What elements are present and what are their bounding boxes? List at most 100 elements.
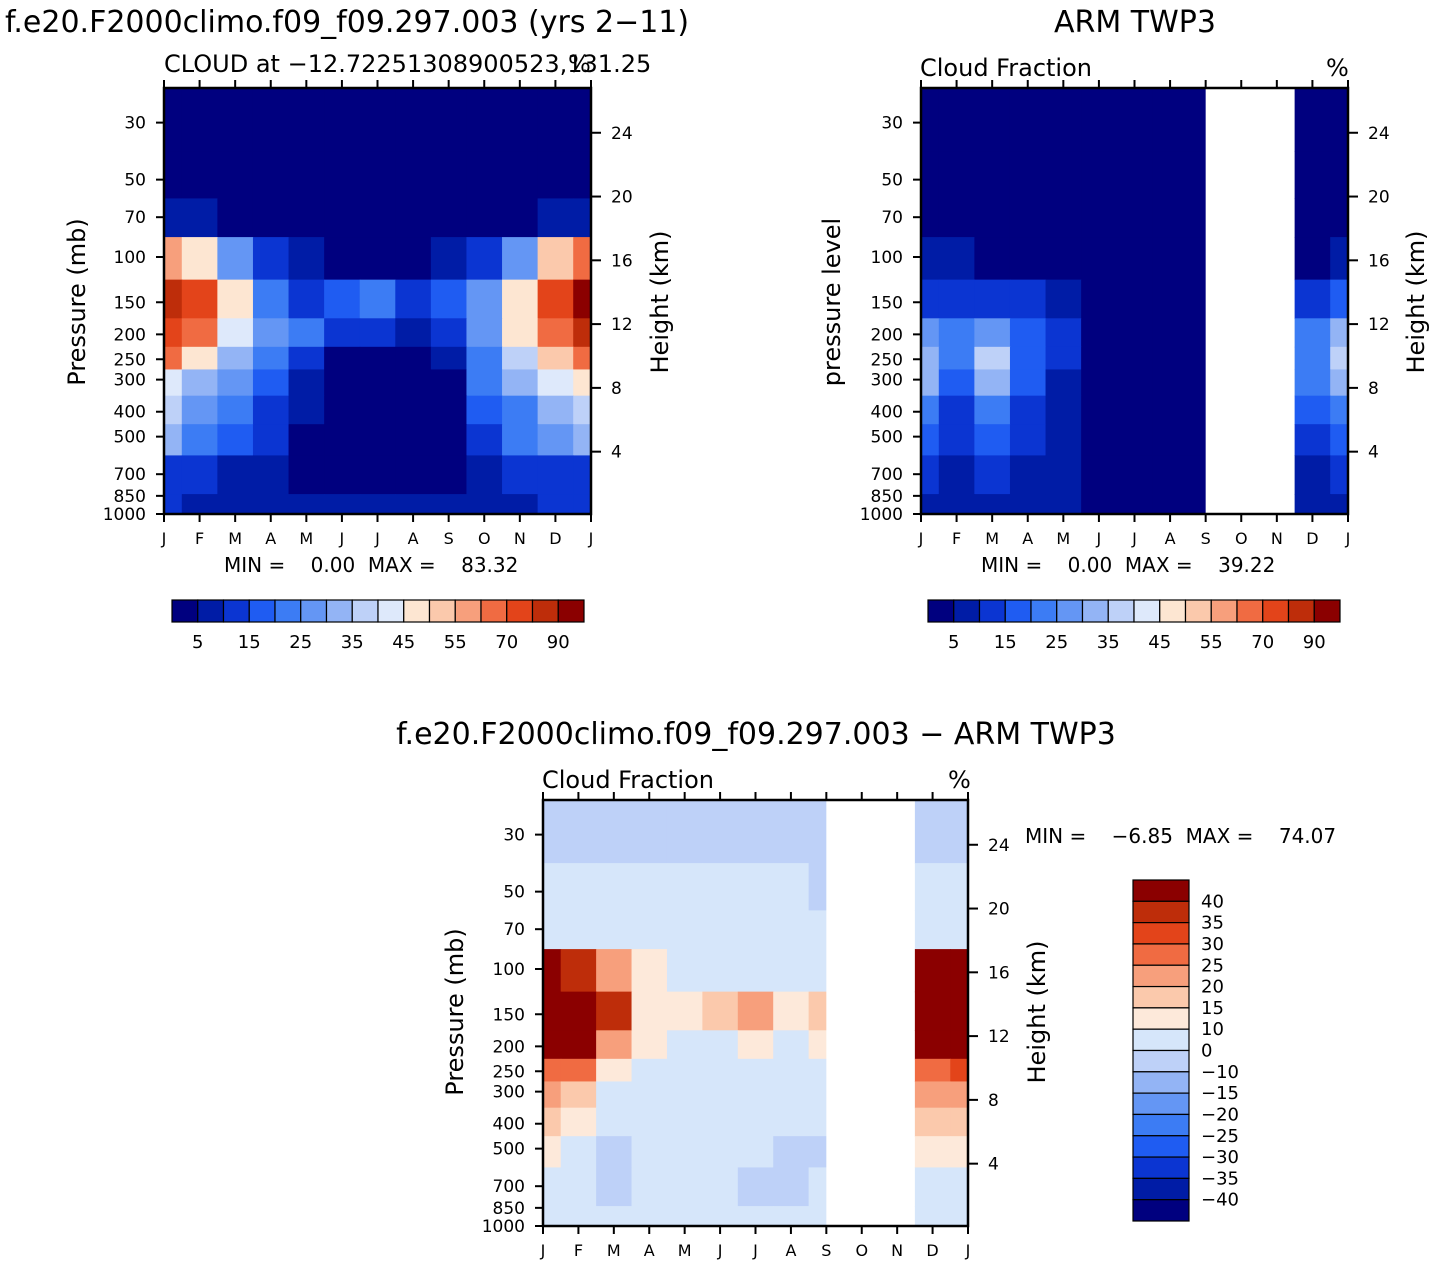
heatmap-cell <box>560 863 597 912</box>
heatmap-cell <box>974 279 1011 319</box>
heatmap-cell <box>164 424 183 457</box>
x-tick-label: M <box>607 1241 621 1260</box>
heatmap-cell <box>543 1030 562 1060</box>
heatmap-cell <box>324 318 361 348</box>
heatmap-cell <box>1045 318 1082 348</box>
x-tick-label: J <box>540 1241 546 1260</box>
heatmap-cell <box>1009 237 1047 281</box>
colorbar-label: 70 <box>1251 632 1274 653</box>
heatmap-cell <box>631 863 668 912</box>
heatmap-cell <box>773 863 810 912</box>
y-tick-label: 150 <box>871 293 903 313</box>
heatmap-cell <box>560 1167 597 1207</box>
colorbar-box <box>1132 1199 1190 1222</box>
x-tick-label: J <box>752 1241 758 1260</box>
heatmap-cell <box>1009 369 1047 397</box>
heatmap-cell <box>288 369 325 397</box>
colorbar-box <box>1210 599 1238 623</box>
y-tick-label: 850 <box>114 487 146 507</box>
heatmap-cell <box>324 151 361 200</box>
heatmap-cell <box>181 318 218 348</box>
heatmap-cell <box>359 151 396 200</box>
heatmap-cell <box>702 863 739 912</box>
heatmap-cell <box>1294 88 1331 152</box>
heatmap-cell <box>537 494 574 515</box>
heatmap-cell <box>288 424 325 457</box>
heatmap-cell <box>773 1081 810 1109</box>
heatmap-cell <box>950 1206 969 1227</box>
heatmap-cell <box>502 395 539 425</box>
heatmap-cell <box>252 494 290 515</box>
heatmap-cell <box>537 395 574 425</box>
heatmap-cells <box>164 88 592 515</box>
heatmap-cell <box>974 395 1011 425</box>
heatmap-cell <box>1152 151 1189 200</box>
heatmap-cell <box>1009 88 1047 152</box>
colorbar-label: 35 <box>1097 632 1120 653</box>
heatmap-cell <box>702 1167 739 1207</box>
y-right-tick-label: 12 <box>988 1027 1010 1047</box>
heatmap-cell <box>974 346 1011 371</box>
x-tick-label: F <box>952 529 961 548</box>
colorbar-box <box>300 599 328 623</box>
x-tick-label: J <box>161 529 167 548</box>
heatmap-cell <box>560 1136 597 1169</box>
heatmap-cell <box>921 151 940 200</box>
y-tick-label: 850 <box>871 487 903 507</box>
heatmap-cell <box>666 949 703 993</box>
heatmap-cell <box>702 949 739 993</box>
heatmap-cell <box>1009 151 1047 200</box>
heatmap-cell <box>1009 198 1047 238</box>
heatmap-cell <box>938 88 975 152</box>
heatmap-cell <box>702 800 739 864</box>
heatmap-cell <box>395 88 432 152</box>
heatmap-cell <box>573 318 592 348</box>
x-tick-label: J <box>717 1241 723 1260</box>
heatmap-cell <box>938 346 975 371</box>
colorbar-box <box>506 599 534 623</box>
heatmap-cell <box>1045 455 1082 495</box>
heatmap-cell <box>666 800 703 864</box>
heatmap-cell <box>1081 279 1118 319</box>
colorbar-box <box>1132 1071 1190 1094</box>
heatmap-cell <box>395 494 432 515</box>
y-right-tick-label: 24 <box>611 124 633 144</box>
heatmap-cell <box>1116 237 1153 281</box>
heatmap-cell <box>921 318 940 348</box>
heatmap-cell <box>631 1107 668 1137</box>
x-tick-label: J <box>1345 529 1351 548</box>
y-tick-label: 100 <box>871 248 903 268</box>
heatmap-cell <box>1330 395 1349 425</box>
heatmap-cell <box>1009 318 1047 348</box>
heatmap-cell <box>288 455 325 495</box>
colorbar-label: 90 <box>1303 632 1326 653</box>
colorbar-box <box>1132 1007 1190 1030</box>
heatmap-cell <box>181 279 218 319</box>
heatmap-cell <box>164 279 183 319</box>
y-axis-right-label: Height (km) <box>1023 941 1051 1084</box>
heatmap-cell <box>938 151 975 200</box>
heatmap-cell <box>543 1136 562 1169</box>
heatmap-cell <box>666 1081 703 1109</box>
heatmap-cell <box>252 198 290 238</box>
y-right-tick-label: 20 <box>1368 188 1390 208</box>
heatmap-cell <box>573 88 592 152</box>
heatmap-cell <box>359 279 396 319</box>
heatmap-cell <box>502 346 539 371</box>
heatmap-cell <box>324 455 361 495</box>
y-tick-label: 1000 <box>482 1217 525 1237</box>
panel-title: ARM TWP3 <box>1054 5 1216 40</box>
heatmap-cell <box>1294 369 1331 397</box>
heatmap-cell <box>395 346 432 371</box>
heatmap-cell <box>1045 88 1082 152</box>
heatmap-cell <box>596 1206 633 1227</box>
heatmap-cell <box>252 455 290 495</box>
y-right-tick-label: 12 <box>611 315 633 335</box>
heatmap-cell <box>217 424 254 457</box>
heatmap-cell <box>702 1058 739 1083</box>
colorbar-label: −35 <box>1201 1168 1239 1189</box>
y-right-tick-label: 12 <box>1368 315 1390 335</box>
panel-right-label: % <box>948 766 971 794</box>
x-tick-label: O <box>855 1241 868 1260</box>
